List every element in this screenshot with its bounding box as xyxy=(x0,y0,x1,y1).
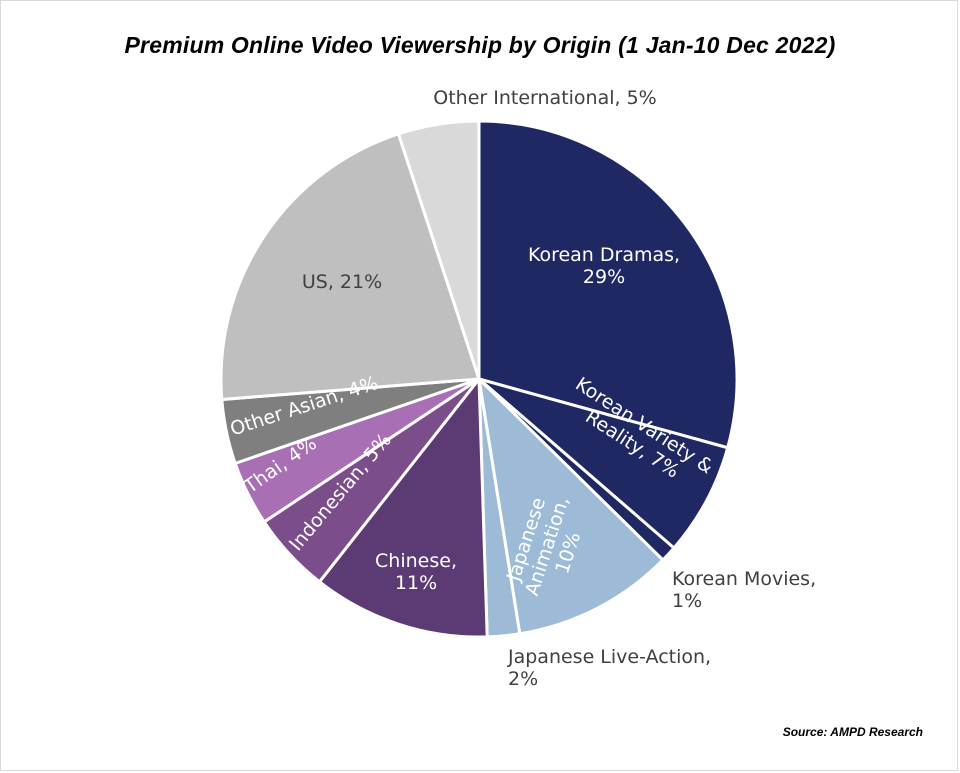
pie-slice-japanese-animation xyxy=(477,377,665,636)
chart-title: Premium Online Video Viewership by Origi… xyxy=(124,32,836,58)
slice-label-japanese-live-action: Japanese Live-Action, 2% xyxy=(507,646,711,690)
pie-slice-korean-variety-reality xyxy=(477,377,730,550)
source-note: Source: AMPD Research xyxy=(782,725,923,739)
slice-label-korean-movies: Korean Movies, 1% xyxy=(672,568,816,612)
pie-slice-other-international xyxy=(396,119,481,381)
slice-label-other-international: Other International, 5% xyxy=(433,87,656,109)
pie-slice-us xyxy=(219,132,481,401)
pie-slice-korean-dramas xyxy=(477,119,739,450)
slice-label-us: US, 21% xyxy=(302,271,382,293)
pie-slice-chinese xyxy=(318,377,489,639)
slice-label-chinese: Chinese, 11% xyxy=(375,550,457,594)
slice-label-korean-dramas: Korean Dramas, 29% xyxy=(528,244,680,288)
